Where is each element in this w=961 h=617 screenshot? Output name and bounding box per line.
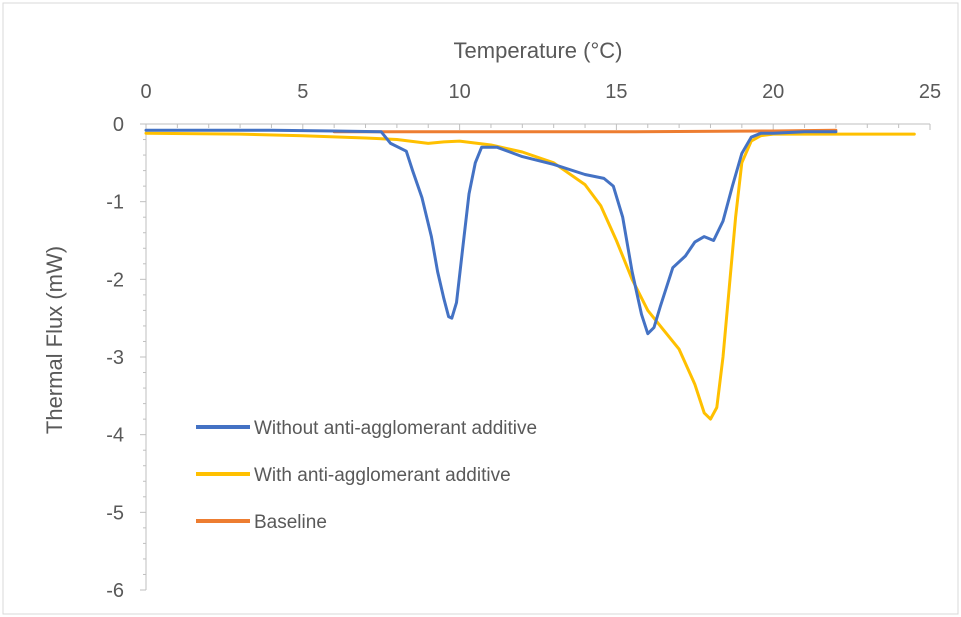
plot-area <box>144 128 916 421</box>
series-line-3 <box>332 128 838 134</box>
x-tick-label: 5 <box>297 81 308 103</box>
y-tick-label: 0 <box>113 114 124 136</box>
series-line-2 <box>144 131 916 421</box>
y-axis-title: Thermal Flux (mW) <box>42 246 67 434</box>
x-axis-title: Temperature (°C) <box>454 38 623 63</box>
x-tick-label: 25 <box>919 81 941 103</box>
legend-label-2: With anti-agglomerant additive <box>254 465 511 486</box>
x-tick-label: 0 <box>140 81 151 103</box>
y-tick-label: -6 <box>106 580 124 602</box>
y-tick-label: -4 <box>106 425 124 447</box>
y-tick-label: -3 <box>106 347 124 369</box>
x-tick-label: 10 <box>448 81 470 103</box>
y-tick-label: -5 <box>106 502 124 524</box>
axes: 0 5 10 15 20 25 0 -1 -2 -3 -4 -5 -6 <box>106 81 941 602</box>
y-tick-label: -1 <box>106 192 124 214</box>
x-tick-label: 15 <box>605 81 627 103</box>
legend: Without anti-agglomerant additive With an… <box>196 418 537 533</box>
legend-label-1: Without anti-agglomerant additive <box>254 418 537 439</box>
series-line-1 <box>144 128 838 336</box>
x-tick-label: 20 <box>762 81 784 103</box>
legend-label-3: Baseline <box>254 512 327 533</box>
y-tick-label: -2 <box>106 269 124 291</box>
